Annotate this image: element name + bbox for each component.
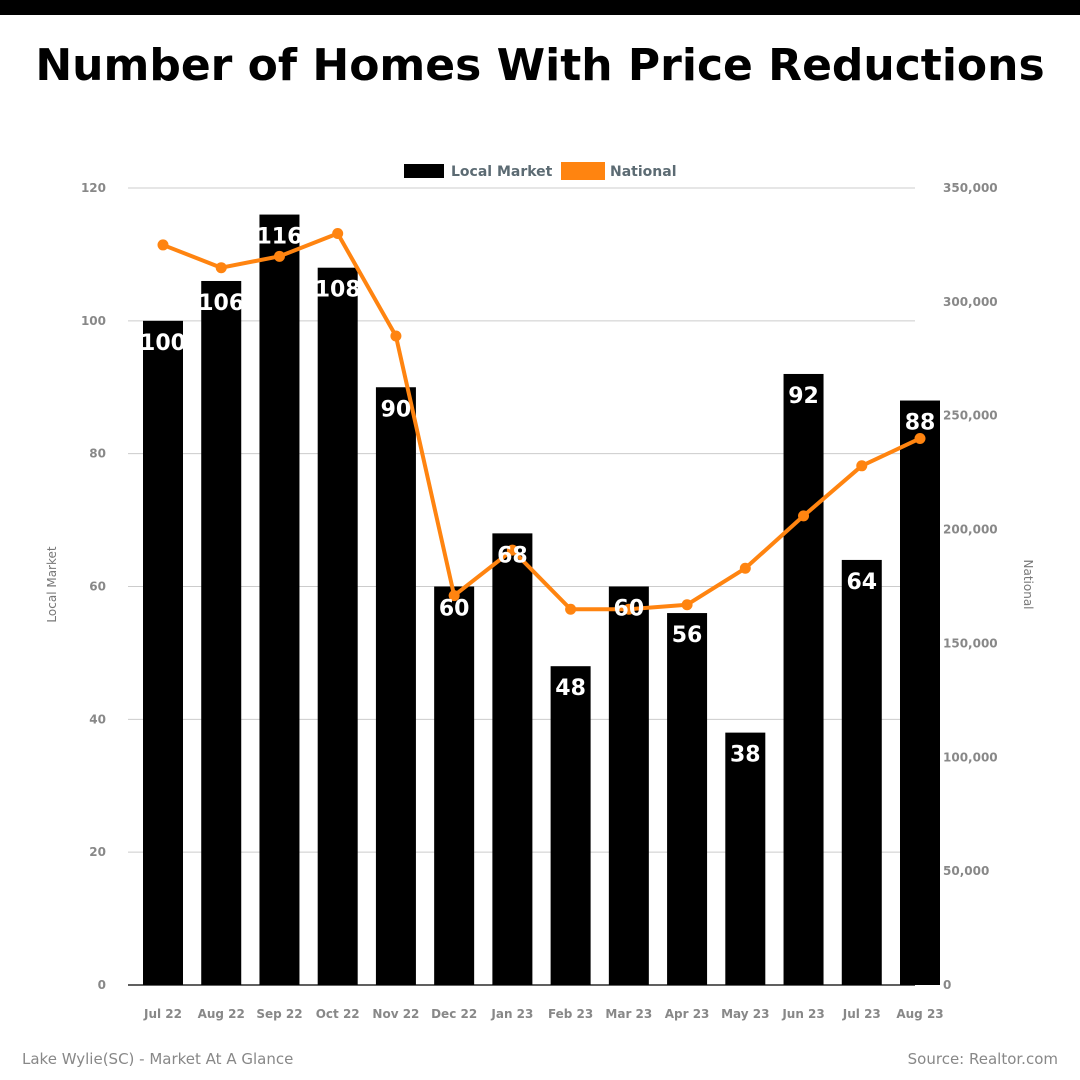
national-line <box>162 231 921 612</box>
national-point <box>215 262 227 274</box>
national-point <box>914 432 926 444</box>
bar <box>434 586 475 985</box>
x-tick-label: Jul 22 <box>143 1007 182 1021</box>
y-left-tick-label: 40 <box>89 712 106 726</box>
x-tick-label: May 23 <box>721 1007 769 1021</box>
bar-data-label: 60 <box>614 597 645 622</box>
x-tick-label: Dec 22 <box>431 1007 477 1021</box>
bar-data-label: 108 <box>315 278 361 303</box>
national-point <box>332 228 344 240</box>
national-point <box>623 603 635 615</box>
y-right-tick-label: 100,000 <box>943 750 998 764</box>
chart-title: Number of Homes With Price Reductions <box>35 40 1045 91</box>
bar <box>783 373 824 985</box>
y-right-tick-label: 350,000 <box>943 181 998 195</box>
national-point <box>565 603 577 615</box>
y-left-tick-label: 0 <box>98 978 106 992</box>
national-point <box>273 250 285 262</box>
y-left-tick-label: 120 <box>81 181 106 195</box>
national-point <box>390 330 402 342</box>
bar-data-label: 56 <box>672 623 703 648</box>
bar-data-label: 64 <box>846 570 877 595</box>
bar <box>841 559 882 985</box>
national-point <box>448 590 460 602</box>
top-bar <box>0 0 1080 15</box>
x-tick-label: Jan 23 <box>490 1007 533 1021</box>
y-right-tick-label: 250,000 <box>943 409 998 423</box>
bar <box>667 613 708 985</box>
legend-label-local: Local Market <box>451 164 553 180</box>
bar <box>375 387 416 985</box>
bar-data-label: 60 <box>439 597 470 622</box>
bar <box>259 214 300 986</box>
bar <box>143 320 183 985</box>
x-tick-label: Jul 23 <box>842 1007 881 1021</box>
bar-data-label: 48 <box>555 676 586 701</box>
y-right-axis-label: National <box>1021 559 1035 609</box>
bar-data-label: 38 <box>730 743 761 768</box>
bar-data-label: 106 <box>198 291 244 316</box>
national-point <box>739 562 751 574</box>
footer-location: Lake Wylie(SC) - Market At A Glance <box>22 1050 294 1068</box>
y-right-tick-label: 300,000 <box>943 295 998 309</box>
legend-swatch-national <box>561 162 605 180</box>
bar <box>900 400 940 985</box>
x-tick-label: Aug 22 <box>198 1007 245 1021</box>
legend-swatch-local <box>404 164 444 178</box>
x-tick-label: Feb 23 <box>548 1007 593 1021</box>
x-tick-label: Oct 22 <box>316 1007 360 1021</box>
y-left-axis-label: Local Market <box>45 546 59 622</box>
national-point <box>681 599 693 611</box>
footer-source: Source: Realtor.com <box>907 1050 1058 1068</box>
bar <box>317 267 358 985</box>
national-point <box>506 544 518 556</box>
bar <box>492 533 533 985</box>
y-left-tick-label: 100 <box>81 314 106 328</box>
x-tick-label: Aug 23 <box>896 1007 943 1021</box>
bar-data-label: 92 <box>788 384 819 409</box>
legend-label-national: National <box>610 164 677 180</box>
bar-data-label: 68 <box>497 543 528 568</box>
bar <box>608 586 649 985</box>
bar-data-label: 100 <box>140 331 186 356</box>
y-right-tick-label: 0 <box>943 978 951 992</box>
x-tick-label: Jun 23 <box>781 1007 824 1021</box>
x-tick-label: Mar 23 <box>605 1007 652 1021</box>
national-point <box>798 510 810 522</box>
y-right-tick-label: 150,000 <box>943 636 998 650</box>
y-left-tick-label: 60 <box>89 580 106 594</box>
bar-data-label: 90 <box>381 397 412 422</box>
x-tick-label: Nov 22 <box>372 1007 419 1021</box>
bar <box>201 280 242 985</box>
bar <box>725 732 766 985</box>
x-tick-label: Sep 22 <box>256 1007 302 1021</box>
y-left-tick-label: 80 <box>89 447 106 461</box>
bar <box>550 666 591 985</box>
y-left-tick-label: 20 <box>89 845 106 859</box>
bar-data-label: 88 <box>905 411 936 436</box>
national-point <box>157 239 169 251</box>
y-right-tick-label: 50,000 <box>943 864 989 878</box>
y-right-tick-label: 200,000 <box>943 523 998 537</box>
bar-data-label: 116 <box>256 225 302 250</box>
x-tick-label: Apr 23 <box>665 1007 710 1021</box>
national-point <box>856 460 868 472</box>
